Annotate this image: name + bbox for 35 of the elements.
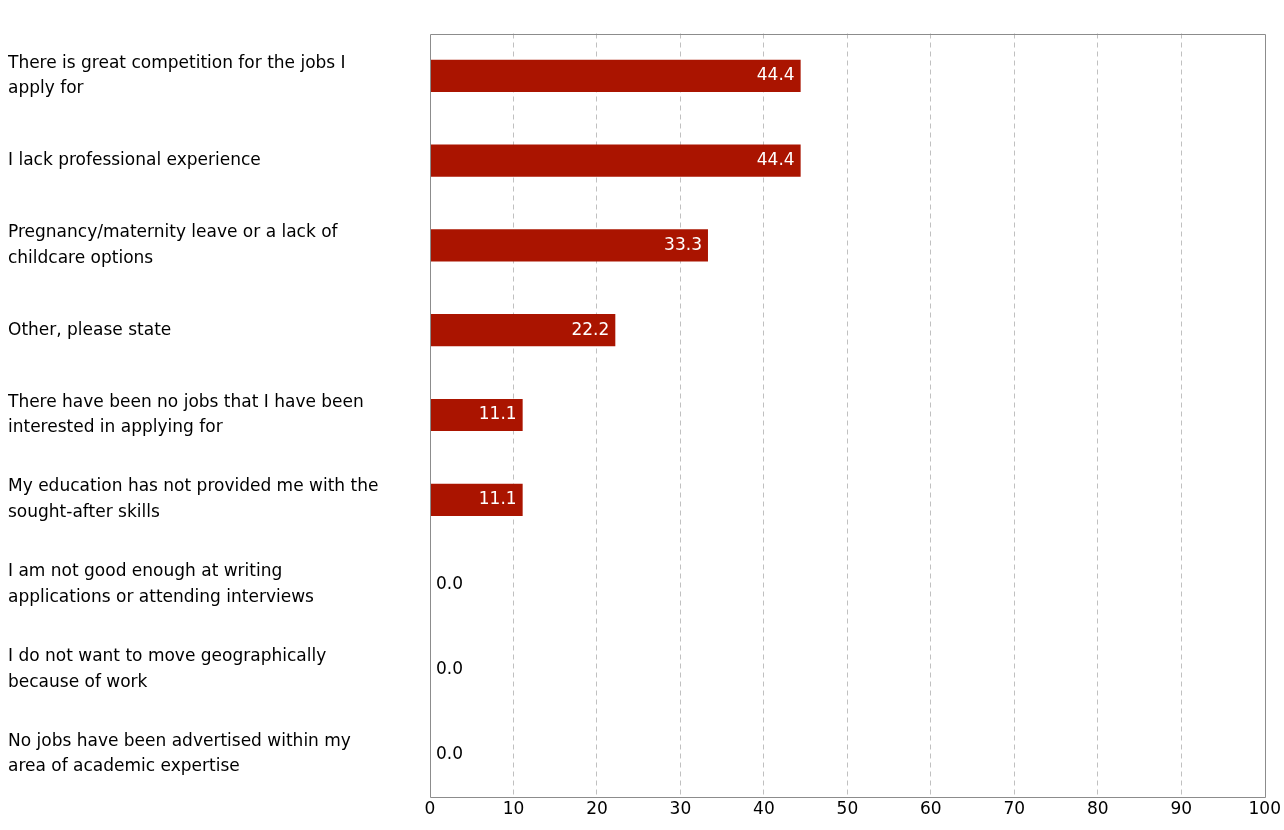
x-tick-label: 10 [502, 798, 525, 819]
x-tick-label: 30 [669, 798, 692, 819]
bar [430, 144, 801, 177]
bar [430, 59, 801, 92]
y-tick-label: I do not want to move geographically because of work [8, 645, 327, 691]
y-tick-label: My education has not provided me with the sought-after skills [8, 475, 379, 521]
x-tick-label: 20 [586, 798, 608, 819]
x-tick-label: 80 [1087, 798, 1109, 819]
x-tick-label: 90 [1170, 798, 1193, 819]
y-tick-label: No jobs have been advertised within my area of academic expertise [8, 729, 351, 776]
x-tick-label: 60 [920, 798, 942, 819]
data-label: 33.3 [664, 233, 702, 254]
x-tick-label: 0 [424, 798, 436, 819]
bar [430, 229, 708, 262]
y-tick-label: Other, please state [8, 318, 172, 339]
bar [430, 483, 523, 516]
x-tick-label: 40 [753, 798, 775, 819]
data-label: 11.1 [478, 403, 517, 424]
data-label: 44.4 [756, 64, 795, 85]
data-label: 0.0 [436, 572, 464, 593]
data-label: 11.1 [478, 488, 517, 509]
bar [430, 398, 523, 432]
y-tick-label: There is great competition for the jobs I apply for [7, 51, 346, 98]
x-tick-label: 70 [1003, 798, 1026, 819]
x-tick-label: 100 [1248, 798, 1281, 819]
y-tick-label: Pregnancy/maternity leave or a lack of childcare options [8, 221, 339, 267]
data-label: 22.2 [571, 318, 610, 339]
y-tick-label: There have been no jobs that I have been interested in applying for [7, 390, 364, 437]
bar [430, 314, 616, 347]
y-tick-label: I am not good enough at writing applications or attending interviews [8, 560, 315, 606]
data-label: 0.0 [436, 657, 464, 678]
data-label: 0.0 [436, 742, 464, 763]
x-tick-label: 50 [836, 798, 859, 819]
data-label: 44.4 [756, 149, 795, 170]
y-tick-label: I lack professional experience [8, 149, 261, 170]
